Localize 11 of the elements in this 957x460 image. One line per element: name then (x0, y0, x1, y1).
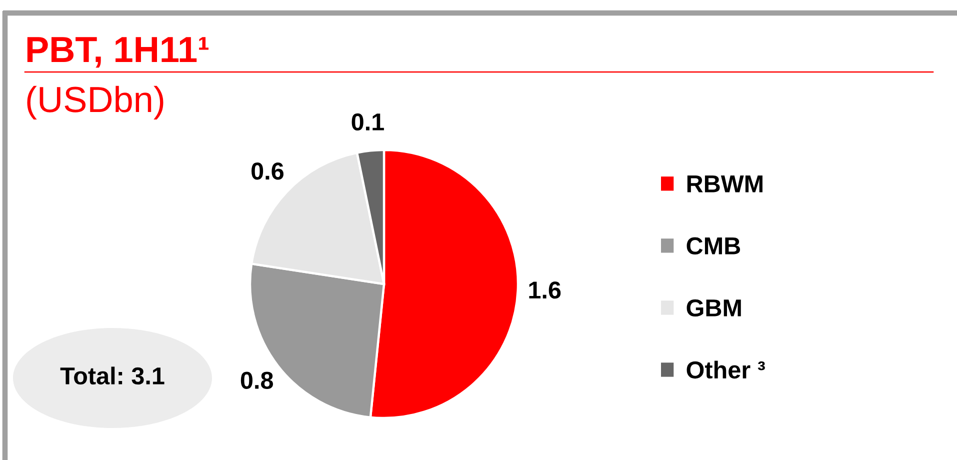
legend-label: GBM (686, 299, 741, 317)
chart-title: PBT, 1H11¹ (27, 37, 209, 68)
legend-label: CMB (686, 237, 740, 255)
data-label: 0.6 (252, 162, 284, 180)
legend-label: Other ³ (686, 360, 765, 379)
chart-subtitle: (USDbn) (27, 86, 164, 120)
text: Total: 3.1 (60, 366, 164, 385)
data-label: 0.8 (240, 372, 273, 389)
legend-label: RBWM (687, 176, 762, 192)
data-label: 0.1 (352, 113, 384, 131)
data-label: 1.6 (529, 281, 561, 299)
